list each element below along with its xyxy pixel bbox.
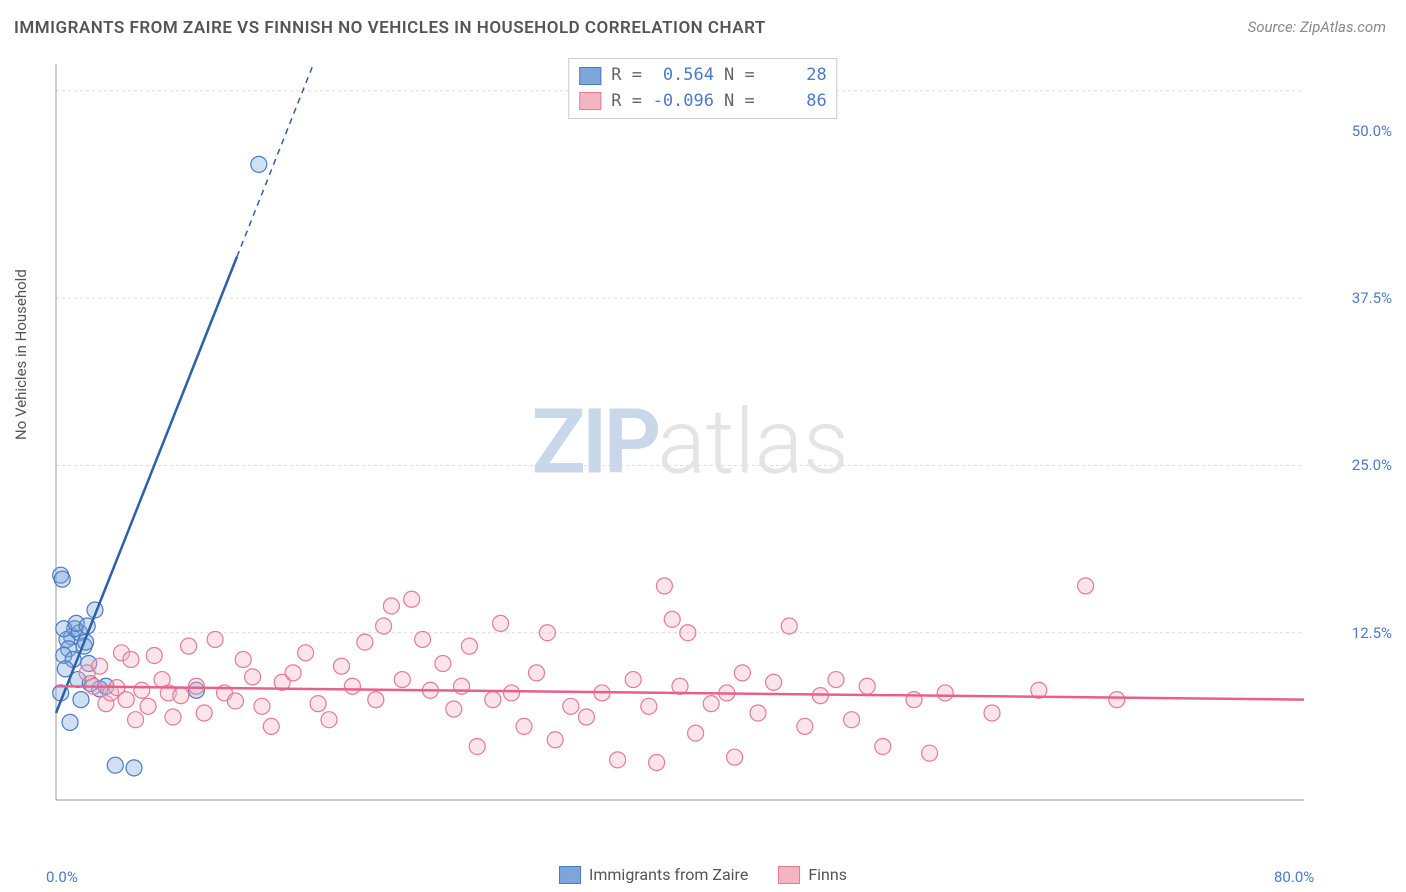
legend-label-zaire: Immigrants from Zaire xyxy=(589,865,748,884)
x-tick: 0.0% xyxy=(46,868,78,886)
legend-item-finns: Finns xyxy=(778,865,847,884)
r-value-finns: -0.096 xyxy=(652,89,714,115)
n-label: N = xyxy=(724,89,755,115)
n-value-finns: 86 xyxy=(765,89,827,115)
chart-title: IMMIGRANTS FROM ZAIRE VS FINNISH NO VEHI… xyxy=(14,18,766,38)
y-tick: 50.0% xyxy=(1352,122,1392,140)
swatch-zaire xyxy=(559,866,581,884)
series-legend: Immigrants from Zaire Finns xyxy=(559,865,847,884)
y-tick: 37.5% xyxy=(1352,289,1392,307)
x-tick: 80.0% xyxy=(1274,868,1314,886)
legend-label-finns: Finns xyxy=(808,865,847,884)
legend-row-zaire: R = 0.564 N = 28 xyxy=(579,63,826,89)
swatch-finns xyxy=(778,866,800,884)
source-attribution: Source: ZipAtlas.com xyxy=(1248,18,1386,36)
legend-item-zaire: Immigrants from Zaire xyxy=(559,865,748,884)
scatter-plot: ZIPatlas xyxy=(46,54,1334,830)
y-tick: 12.5% xyxy=(1352,624,1392,642)
r-label: R = xyxy=(611,63,642,89)
chart-canvas xyxy=(46,54,1334,830)
y-tick: 25.0% xyxy=(1352,456,1392,474)
r-value-zaire: 0.564 xyxy=(652,63,714,89)
y-axis-label: No Vehicles in Household xyxy=(12,269,30,440)
swatch-zaire xyxy=(579,67,601,85)
correlation-legend: R = 0.564 N = 28 R = -0.096 N = 86 xyxy=(568,58,837,119)
swatch-finns xyxy=(579,92,601,110)
n-value-zaire: 28 xyxy=(765,63,827,89)
legend-row-finns: R = -0.096 N = 86 xyxy=(579,89,826,115)
n-label: N = xyxy=(724,63,755,89)
r-label: R = xyxy=(611,89,642,115)
